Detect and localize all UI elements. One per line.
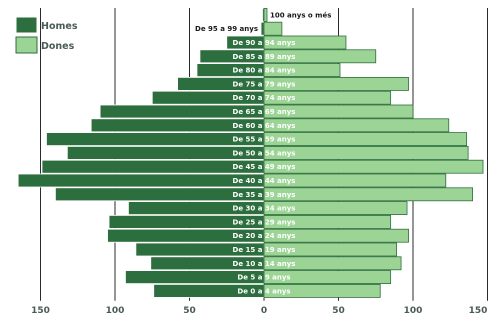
bar-dones-11	[263, 132, 468, 147]
bar-dones-7	[263, 187, 474, 202]
legend-swatch-homes	[15, 16, 38, 34]
bar-dones-16	[263, 63, 341, 77]
x-tick-6: 150	[469, 306, 488, 316]
bar-homes-9	[41, 159, 265, 174]
bar-dones-18	[263, 35, 347, 50]
category-label-1: De 5 a 9 anys	[237, 274, 290, 282]
category-label-4: De 20 a 24 anys	[233, 232, 296, 240]
bar-dones-9	[263, 159, 484, 174]
bar-dones-0	[263, 283, 381, 298]
category-label-2: De 10 a 14 anys	[233, 260, 296, 268]
legend-label-dones: Dones	[41, 41, 75, 52]
category-label-5: De 25 a 29 anys	[233, 218, 296, 226]
bar-dones-10	[263, 145, 469, 160]
category-label-9: De 45 a 49 anys	[233, 163, 296, 171]
category-label-8: De 40 a 44 anys	[233, 177, 296, 185]
category-label-16: De 80 a 84 anys	[233, 67, 296, 75]
bar-dones-13	[263, 104, 414, 119]
category-label-19: De 95 a 99 anys	[195, 25, 258, 33]
bar-dones-20	[263, 7, 268, 22]
legend-label-homes: Homes	[41, 21, 78, 32]
category-label-12: De 60 a 64 anys	[233, 122, 296, 130]
category-label-3: De 15 a 19 anys	[233, 246, 296, 254]
bar-dones-1	[263, 270, 392, 285]
x-tick-0: 150	[31, 306, 50, 316]
category-label-10: De 50 a 54 anys	[233, 149, 296, 157]
category-label-7: De 35 a 39 anys	[233, 191, 296, 199]
legend-swatch-dones	[15, 36, 38, 54]
category-label-18: De 90 a 94 anys	[233, 39, 296, 47]
bar-homes-19	[260, 21, 265, 36]
category-label-14: De 70 a 74 anys	[233, 94, 296, 102]
category-label-6: De 30 a 34 anys	[233, 205, 296, 213]
bar-dones-17	[263, 49, 377, 64]
category-labels: De 0 a 4 anys De 5 a 9 anys De 10 a 14 any…	[195, 11, 331, 295]
category-label-11: De 55 a 59 anys	[233, 136, 296, 144]
bar-dones-12	[263, 118, 450, 133]
x-tick-2: 50	[183, 306, 196, 316]
bar-dones-14	[263, 90, 392, 105]
legend: Homes Dones	[15, 16, 78, 54]
x-tick-4: 50	[332, 306, 345, 316]
bar-dones-6	[263, 201, 408, 216]
category-label-0: De 0 a 4 anys	[237, 287, 290, 295]
bar-homes-11	[46, 132, 265, 147]
x-tick-1: 100	[106, 306, 125, 316]
category-label-17: De 85 a 89 anys	[233, 53, 296, 61]
x-tick-3: 0	[261, 306, 267, 316]
bar-dones-8	[263, 173, 447, 188]
bar-dones-3	[263, 242, 398, 257]
bar-dones-5	[263, 214, 392, 229]
bar-dones-15	[263, 77, 409, 91]
category-label-20: 100 anys o més	[270, 11, 331, 19]
bar-dones-19	[263, 21, 283, 36]
x-axis-ticks: 150 100 50 0 50 100 150	[31, 306, 487, 316]
category-label-13: De 65 a 69 anys	[233, 108, 296, 116]
bar-dones-4	[263, 228, 409, 243]
x-tick-5: 100	[404, 306, 423, 316]
bar-homes-8	[17, 173, 265, 188]
bars	[17, 7, 484, 298]
bar-dones-2	[263, 256, 402, 271]
category-label-15: De 75 a 79 anys	[233, 80, 296, 88]
